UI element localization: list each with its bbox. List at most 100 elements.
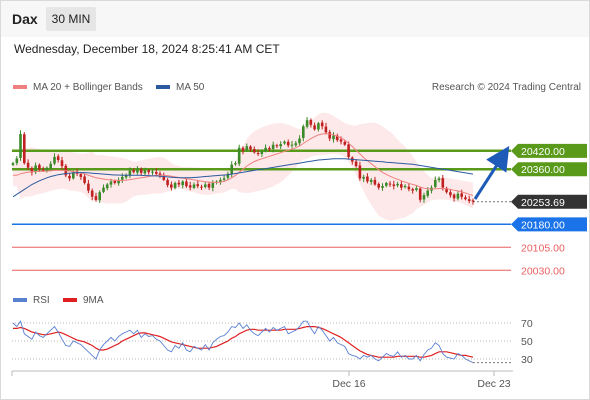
candle (328, 130, 331, 141)
candle-body (373, 179, 377, 185)
candle-body (324, 126, 328, 133)
candle (177, 179, 181, 187)
candle (102, 184, 105, 194)
candle (90, 188, 94, 201)
ma20-legend-label: MA 20 + Bollinger Bands (33, 82, 143, 93)
candle (173, 181, 177, 190)
candle (467, 195, 471, 204)
candle-body (90, 190, 94, 197)
candle (105, 183, 109, 191)
candle-body (98, 192, 101, 201)
candle (335, 133, 339, 142)
candle (464, 195, 467, 201)
candle (305, 117, 309, 129)
candle (68, 172, 71, 182)
candle (298, 135, 301, 146)
candle (38, 163, 41, 172)
candle-body (369, 179, 373, 182)
candle (132, 168, 135, 174)
candle (396, 181, 399, 188)
candle (471, 198, 475, 205)
resistance_1-tag: 20360.00 (511, 162, 587, 176)
candle-body (177, 182, 181, 185)
price-level-labels: 20420.00 20360.00 20253.69 20180.00 20105.00… (511, 143, 587, 277)
candle (196, 180, 199, 189)
support_1-label: 20105.00 (521, 242, 565, 254)
candle (128, 167, 132, 179)
candle-body (471, 200, 475, 202)
candle-body (377, 183, 380, 188)
candle (456, 191, 460, 201)
candle (253, 146, 256, 154)
candle-body (332, 135, 335, 140)
ma50-legend-swatch (156, 85, 170, 89)
candle (343, 140, 347, 146)
candle (362, 174, 365, 183)
candle-body (204, 184, 207, 187)
candle-body (452, 194, 456, 199)
candle-body (19, 134, 22, 158)
current_price-tag-bg (511, 194, 587, 209)
candle-body (72, 172, 75, 179)
x-tick-label: Dec 16 (332, 378, 365, 390)
candle-body (441, 178, 445, 188)
candle (369, 178, 373, 185)
candle (143, 167, 147, 175)
candle-body (147, 170, 150, 173)
candle (117, 177, 120, 186)
toolbar: Dax 30 MIN (1, 1, 589, 37)
candle (11, 161, 15, 167)
bollinger-bands (13, 112, 473, 221)
candle (260, 149, 264, 157)
candle-body (105, 184, 109, 189)
candle (237, 144, 241, 167)
candle (124, 173, 128, 180)
candle (388, 181, 392, 187)
candle-body (219, 179, 222, 182)
copyright-text: Research © 2024 Trading Central (432, 82, 581, 93)
candle-body (249, 146, 252, 150)
candle (294, 141, 298, 147)
candle-body (200, 186, 203, 188)
candle-body (185, 181, 188, 187)
candle (373, 176, 377, 186)
candle (170, 181, 173, 191)
candle (381, 183, 384, 191)
candle (23, 132, 26, 165)
timeframe-button[interactable]: 30 MIN (46, 7, 96, 31)
candle-body (362, 176, 365, 179)
candle (320, 120, 324, 130)
candle-body (449, 192, 452, 196)
candle (460, 189, 463, 200)
candle-body (460, 193, 463, 197)
rsi-legend-label: RSI (33, 295, 50, 306)
candle-body (309, 119, 313, 125)
chart-datetime: Wednesday, December 18, 2024 8:25:41 AM … (14, 42, 280, 56)
candle-body (30, 168, 34, 173)
candle-body (317, 123, 320, 130)
candle (309, 118, 313, 128)
candle-body (445, 188, 448, 193)
candle-body (411, 189, 414, 191)
candle (271, 141, 275, 153)
resistance_1-tag-bg (511, 162, 587, 177)
rsi-line (12, 320, 474, 364)
candle-body (170, 184, 173, 188)
candle (279, 141, 282, 149)
candle-body (335, 135, 339, 141)
candle (26, 159, 30, 171)
candle (302, 124, 305, 142)
candle-body (339, 139, 343, 142)
price-levels (12, 149, 511, 271)
time-axis: Dec 16 Dec 23 (332, 371, 511, 390)
candle-body (400, 184, 403, 188)
candle (155, 168, 158, 176)
candle-body (128, 170, 132, 176)
candle-body (418, 188, 422, 200)
candle (418, 187, 422, 203)
resistance_2-label: 20420.00 (521, 146, 565, 158)
candle (313, 122, 316, 131)
resistance_1-label: 20360.00 (521, 164, 565, 176)
candle-body (196, 184, 199, 186)
